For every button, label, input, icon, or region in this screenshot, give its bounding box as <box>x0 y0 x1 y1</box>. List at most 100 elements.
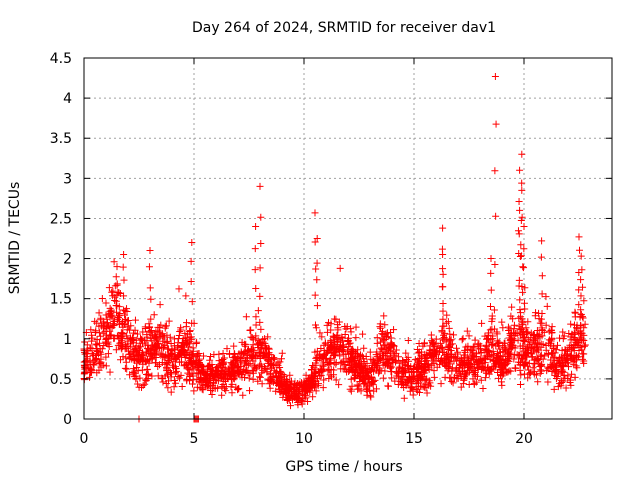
data-point <box>313 276 321 284</box>
data-point <box>549 349 557 357</box>
data-point <box>329 332 337 340</box>
data-point <box>124 322 132 330</box>
data-point <box>91 317 99 325</box>
data-point <box>566 378 574 386</box>
data-point <box>428 361 436 369</box>
data-point <box>453 371 461 379</box>
data-point <box>567 320 575 328</box>
data-point <box>392 368 400 376</box>
data-point <box>164 359 172 367</box>
data-point <box>324 367 332 375</box>
data-point <box>239 391 247 399</box>
data-point <box>107 312 115 320</box>
data-point <box>256 373 264 381</box>
y-tick-label: 2.5 <box>50 211 72 227</box>
data-point <box>334 324 342 332</box>
data-point <box>395 353 403 361</box>
data-point <box>558 346 566 354</box>
data-point <box>522 324 530 332</box>
data-point <box>420 383 428 391</box>
data-point <box>337 359 345 367</box>
data-point <box>200 352 208 360</box>
data-point <box>414 374 422 382</box>
data-point <box>376 320 384 328</box>
data-point <box>159 374 167 382</box>
data-point <box>119 353 127 361</box>
data-point <box>531 368 539 376</box>
data-point <box>515 322 523 330</box>
data-point <box>520 264 528 272</box>
data-point <box>499 365 507 373</box>
data-point <box>439 224 447 232</box>
data-point <box>571 335 579 343</box>
data-point <box>102 353 110 361</box>
data-point <box>120 276 128 284</box>
data-point <box>319 362 327 370</box>
y-tick-label: 1.5 <box>50 292 72 308</box>
data-point <box>572 362 580 370</box>
data-point <box>409 391 417 399</box>
data-point <box>99 361 107 369</box>
y-tick-label: 4.5 <box>50 51 72 67</box>
data-point <box>524 374 532 382</box>
data-point <box>98 322 106 330</box>
data-point <box>498 318 506 326</box>
data-point <box>414 349 422 357</box>
data-point <box>297 379 305 387</box>
data-point <box>152 350 160 358</box>
data-point <box>359 330 367 338</box>
data-point <box>188 239 196 247</box>
data-point <box>316 329 324 337</box>
data-point <box>139 328 147 336</box>
x-tick-label: 0 <box>80 431 89 447</box>
data-point <box>344 358 352 366</box>
data-point <box>230 342 238 350</box>
data-point <box>134 380 142 388</box>
data-point <box>517 217 525 225</box>
data-point <box>95 309 103 317</box>
data-point <box>536 369 544 377</box>
data-point <box>417 382 425 390</box>
data-point <box>381 367 389 375</box>
data-point <box>395 364 403 372</box>
data-point <box>263 365 271 373</box>
data-point <box>81 350 89 358</box>
data-point <box>186 328 194 336</box>
data-point <box>575 301 583 309</box>
data-point <box>313 347 321 355</box>
y-tick-label: 2 <box>63 252 72 268</box>
data-point <box>349 367 357 375</box>
data-point <box>438 283 446 291</box>
data-point <box>232 383 240 391</box>
data-point <box>88 337 96 345</box>
data-point <box>538 290 546 298</box>
data-point <box>145 263 153 271</box>
data-point <box>161 360 169 368</box>
data-point <box>311 209 319 217</box>
data-point <box>326 371 334 379</box>
data-point <box>87 326 95 334</box>
data-point <box>219 380 227 388</box>
data-point <box>81 338 89 346</box>
data-point <box>515 276 523 284</box>
data-point <box>167 388 175 396</box>
data-point <box>518 213 526 221</box>
data-point <box>463 327 471 335</box>
data-point <box>379 352 387 360</box>
data-point <box>437 380 445 388</box>
data-point <box>520 361 528 369</box>
data-point <box>111 293 119 301</box>
data-point <box>550 356 558 364</box>
data-point <box>317 354 325 362</box>
data-point <box>93 352 101 360</box>
data-point <box>459 360 467 368</box>
data-point <box>538 326 546 334</box>
data-point <box>137 343 145 351</box>
data-point <box>384 333 392 341</box>
data-point <box>330 340 338 348</box>
data-point <box>515 230 523 238</box>
data-point <box>109 287 117 295</box>
data-point <box>344 334 352 342</box>
data-point <box>439 270 447 278</box>
data-point <box>309 361 317 369</box>
